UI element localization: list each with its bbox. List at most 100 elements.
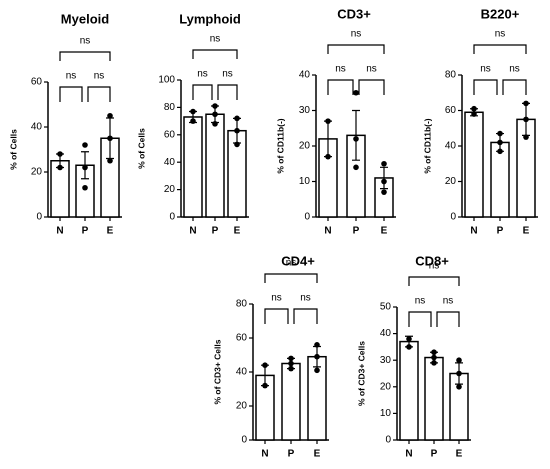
x-tick-label: E <box>523 226 530 237</box>
data-point <box>456 357 462 364</box>
significance-label: ns <box>351 29 362 40</box>
significance-label: ns <box>66 71 77 82</box>
x-tick-label: P <box>353 226 360 237</box>
y-tick-label: 100 <box>158 75 175 86</box>
y-tick-label: 20 <box>164 184 176 195</box>
significance-bracket <box>293 308 318 324</box>
y-tick-label: 80 <box>445 70 457 81</box>
significance-label: ns <box>495 29 506 40</box>
panel-title: CD8+ <box>415 253 449 268</box>
panel: B220+ % of CD11b(-) 0 20 40 60 80 N P Ens ns ns <box>422 6 538 237</box>
y-tick-label: 50 <box>380 302 392 313</box>
data-point <box>431 360 437 366</box>
significance-bracket <box>264 273 318 283</box>
y-tick-label: 20 <box>236 401 248 412</box>
significance-bracket <box>436 311 460 327</box>
panel-title: CD3+ <box>337 6 371 21</box>
data-point <box>314 367 320 374</box>
data-point <box>262 382 268 389</box>
data-point <box>381 178 387 185</box>
data-point <box>234 127 240 134</box>
significance-bracket <box>327 79 354 95</box>
x-tick-label: P <box>288 449 295 460</box>
panel-title: Myeloid <box>61 11 109 26</box>
x-tick-label: P <box>212 226 219 237</box>
data-point <box>57 151 63 157</box>
significance-bracket <box>87 86 111 102</box>
x-tick-label: N <box>405 449 412 460</box>
data-point <box>190 108 196 115</box>
y-axis-label: % of CD3+ Cells <box>356 341 366 406</box>
bar <box>464 111 484 218</box>
data-point <box>288 355 294 362</box>
significance-label: ns <box>509 64 520 75</box>
x-tick-label: N <box>470 226 477 237</box>
x-tick-label: N <box>189 226 196 237</box>
x-tick-label: E <box>314 449 321 460</box>
significance-bracket <box>192 49 238 59</box>
significance-bracket <box>59 86 83 102</box>
data-point <box>107 157 113 164</box>
data-point <box>431 354 437 361</box>
data-point <box>456 370 462 377</box>
y-tick-label: 80 <box>236 299 248 310</box>
panel-title: Lymphoid <box>179 11 241 26</box>
x-tick-label: E <box>234 226 241 237</box>
y-axis-label: % of Cells <box>8 129 18 170</box>
significance-label: ns <box>300 293 311 304</box>
data-point <box>212 121 218 127</box>
bar <box>281 362 301 441</box>
y-tick-label: 0 <box>36 212 42 223</box>
data-point <box>406 344 412 350</box>
panel-title: B220+ <box>481 6 520 21</box>
y-tick-label: 30 <box>380 355 392 366</box>
x-tick-label: E <box>456 449 463 460</box>
data-point <box>82 164 88 171</box>
y-tick-label: 0 <box>169 212 175 223</box>
y-tick-label: 10 <box>299 176 311 187</box>
significance-bracket <box>192 84 213 100</box>
data-point <box>523 116 529 123</box>
data-point <box>262 362 268 369</box>
bar <box>183 116 203 218</box>
y-tick-label: 60 <box>445 105 457 116</box>
data-point <box>325 153 331 160</box>
bar <box>399 340 419 441</box>
data-point <box>431 349 437 356</box>
significance-bracket <box>473 44 527 54</box>
data-point <box>353 89 359 96</box>
data-point <box>107 135 113 142</box>
bar <box>424 356 444 441</box>
data-point <box>471 111 477 117</box>
data-point <box>212 111 218 118</box>
y-tick-label: 40 <box>445 141 457 152</box>
panel: CD3+ % of CD11b(-) 0 10 20 30 40 N P Ens ns ns <box>275 6 396 237</box>
x-tick-label: N <box>324 226 331 237</box>
data-point <box>353 164 359 171</box>
panel-title: CD4+ <box>281 253 315 268</box>
significance-bracket <box>502 79 527 95</box>
significance-bracket <box>264 308 289 324</box>
y-tick-label: 20 <box>380 381 392 392</box>
x-tick-label: N <box>56 226 63 237</box>
error-bar <box>380 166 388 190</box>
significance-bracket <box>327 44 385 54</box>
data-point <box>497 130 503 137</box>
significance-label: ns <box>415 296 426 307</box>
data-point <box>82 142 88 148</box>
significance-label: ns <box>286 258 297 269</box>
y-tick-label: 0 <box>241 435 247 446</box>
data-point <box>288 365 294 372</box>
x-tick-label: P <box>82 226 89 237</box>
significance-label: ns <box>94 71 105 82</box>
y-tick-label: 0 <box>450 212 456 223</box>
panel: CD4+ % of CD3+ Cells 0 20 40 60 80 N P Ens ns ns <box>212 253 329 460</box>
y-axis-label: % of Cells <box>136 128 146 169</box>
data-point <box>314 342 320 348</box>
panel: Lymphoid % of Cells 0 20 40 60 80 100 N P Ens ns ns <box>136 11 249 237</box>
data-point <box>523 134 529 140</box>
y-tick-label: 30 <box>299 105 311 116</box>
panel: Myeloid % of Cells 0 20 40 60 N P Ens ns ns <box>8 11 122 237</box>
x-tick-label: N <box>261 449 268 460</box>
